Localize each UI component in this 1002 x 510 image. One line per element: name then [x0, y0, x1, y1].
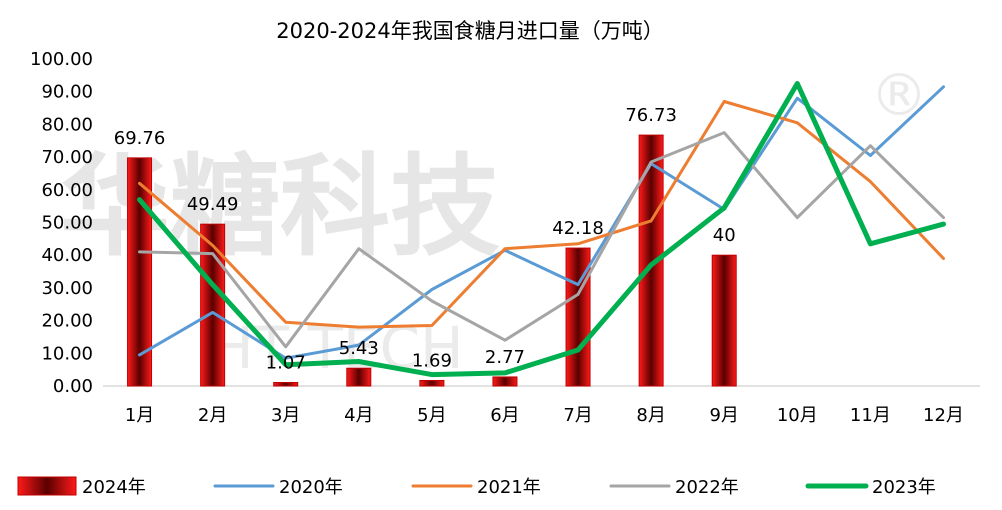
legend-label: 2021年 — [477, 477, 541, 498]
y-tick-label: 40.00 — [41, 245, 93, 266]
bar-data-label: 5.43 — [339, 338, 379, 359]
y-tick-label: 90.00 — [41, 82, 93, 103]
x-tick-label: 7月 — [563, 405, 592, 426]
y-tick-label: 70.00 — [41, 147, 93, 168]
bar-2024 — [492, 376, 518, 387]
legend-item: 2021年 — [411, 477, 541, 498]
legend-item: 2020年 — [213, 477, 343, 498]
x-tick-label: 4月 — [344, 405, 373, 426]
bar-data-label: 1.07 — [266, 353, 306, 374]
x-tick-label: 10月 — [777, 405, 818, 426]
x-tick-label: 5月 — [417, 405, 446, 426]
bar-data-label: 40 — [713, 225, 736, 246]
line-series — [138, 100, 945, 329]
bar-2024 — [346, 367, 372, 387]
x-tick-label: 9月 — [709, 405, 738, 426]
y-tick-label: 60.00 — [41, 180, 93, 201]
legend-label: 2024年 — [82, 477, 146, 498]
y-tick-label: 100.00 — [30, 49, 93, 70]
y-tick-label: 10.00 — [41, 343, 93, 364]
y-tick-label: 0.00 — [53, 376, 93, 397]
bar-data-label: 76.73 — [625, 105, 677, 126]
x-tick-label: 1月 — [125, 405, 154, 426]
y-tick-label: 30.00 — [41, 278, 93, 299]
legend-item: 2022年 — [609, 477, 739, 498]
bar-2024 — [200, 223, 226, 387]
x-tick-label: 8月 — [636, 405, 665, 426]
bar-2024 — [127, 157, 153, 387]
chart-title: 2020-2024年我国食糖月进口量（万吨） — [276, 19, 663, 43]
y-tick-label: 20.00 — [41, 311, 93, 332]
legend-swatch-bar — [17, 476, 77, 496]
x-tick-label: 11月 — [850, 405, 891, 426]
x-tick-label: 12月 — [923, 405, 964, 426]
legend-label: 2020年 — [279, 477, 343, 498]
bar-data-label: 1.69 — [412, 350, 452, 371]
watermark-registered-mark: ® — [870, 61, 928, 129]
bar-data-label: 42.18 — [552, 218, 604, 239]
legend-item: 2023年 — [805, 477, 936, 498]
x-tick-label: 3月 — [271, 405, 300, 426]
bar-2024 — [419, 379, 445, 387]
line-series — [137, 81, 946, 378]
y-tick-label: 50.00 — [41, 213, 93, 234]
bar-data-label: 2.77 — [485, 347, 525, 368]
bar-2024 — [711, 254, 737, 387]
legend-label: 2022年 — [675, 477, 739, 498]
legend-item: 2024年 — [17, 476, 146, 498]
line-series — [138, 131, 945, 349]
legend-label: 2023年 — [872, 477, 936, 498]
watermark-text: 华糖科技 — [60, 143, 500, 271]
bar-2024 — [273, 382, 299, 387]
x-tick-label: 6月 — [490, 405, 519, 426]
bar-data-label: 69.76 — [114, 128, 166, 149]
y-tick-label: 80.00 — [41, 114, 93, 135]
x-tick-label: 2月 — [198, 405, 227, 426]
bar-data-label: 49.49 — [187, 194, 239, 215]
